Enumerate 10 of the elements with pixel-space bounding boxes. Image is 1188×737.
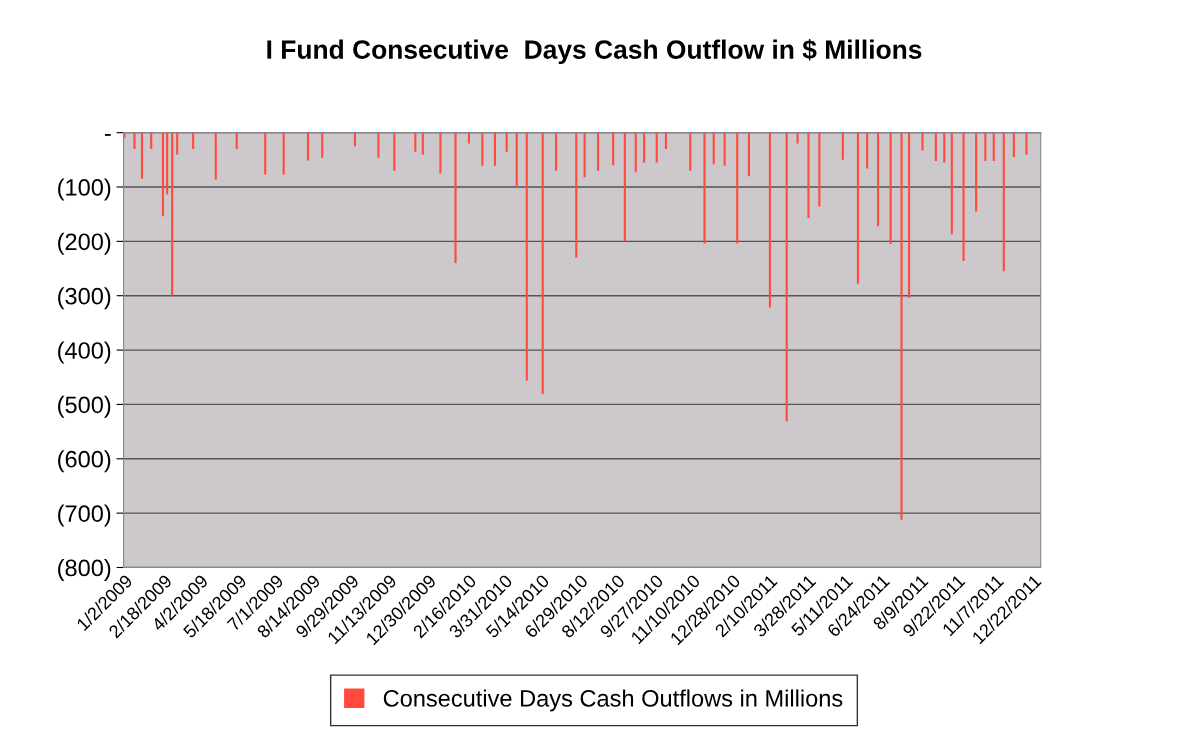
legend-label: Consecutive Days Cash Outflows in Millions	[383, 689, 843, 712]
y-tick-label: -	[104, 134, 111, 136]
y-tick-label: (300)	[58, 287, 111, 310]
y-tick-label: (700)	[58, 504, 111, 527]
y-tick-label: (400)	[58, 341, 111, 364]
y-tick-label: (200)	[58, 232, 111, 255]
y-tick-label: (100)	[58, 178, 111, 201]
y-tick-label: (500)	[58, 395, 111, 418]
chart-title: I Fund Consecutive Days Cash Outflow in $ Millions	[267, 39, 922, 65]
y-tick-label: (600)	[58, 450, 111, 473]
